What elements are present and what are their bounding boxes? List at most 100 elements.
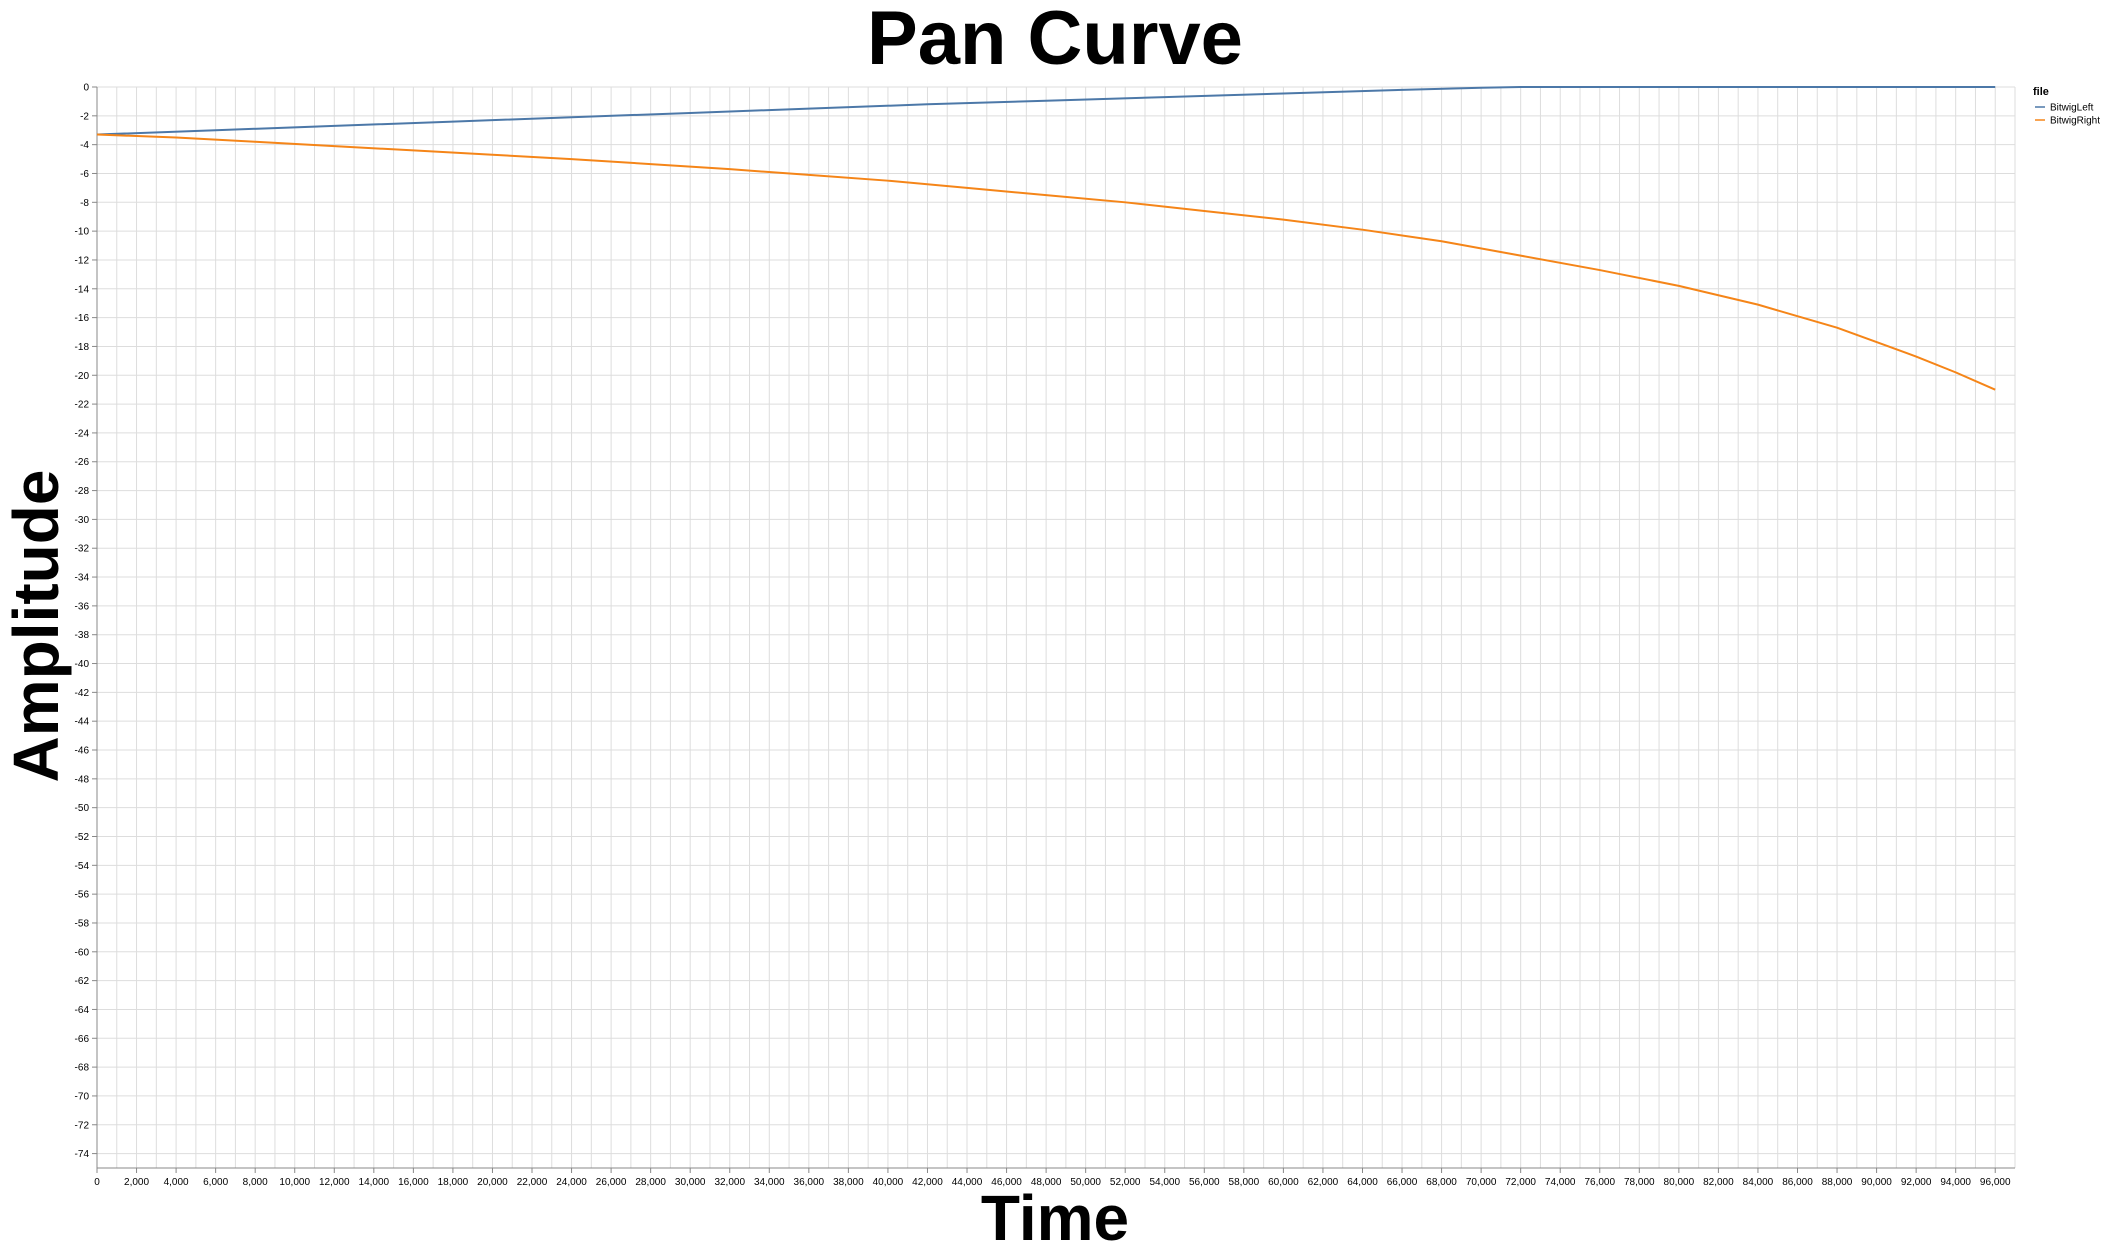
x-tick-label: 46,000 [991, 1177, 1022, 1188]
x-tick-label: 16,000 [398, 1177, 429, 1188]
chart-title: Pan Curve [867, 0, 1243, 81]
x-tick-label: 68,000 [1426, 1177, 1457, 1188]
y-tick-label: -34 [75, 573, 90, 584]
series-line-BitwigRight [96, 133, 1996, 391]
y-tick-label: -72 [75, 1120, 90, 1131]
x-tick-label: 6,000 [203, 1177, 228, 1188]
y-tick-label: -46 [75, 746, 90, 757]
x-tick-label: 84,000 [1743, 1177, 1774, 1188]
x-tick-label: 24,000 [556, 1177, 587, 1188]
x-tick-label: 18,000 [438, 1177, 469, 1188]
x-tick-label: 32,000 [714, 1177, 745, 1188]
y-tick-label: -50 [75, 803, 90, 814]
y-tick-label: -60 [75, 947, 90, 958]
y-tick-label: -8 [80, 198, 89, 209]
x-tick-label: 2,000 [124, 1177, 149, 1188]
x-tick-label: 64,000 [1347, 1177, 1378, 1188]
y-tick-label: -28 [75, 486, 90, 497]
x-tick-label: 38,000 [833, 1177, 864, 1188]
y-tick-label: -2 [80, 111, 89, 122]
x-tick-label: 12,000 [319, 1177, 350, 1188]
series-line-BitwigLeft [96, 86, 1996, 136]
y-tick-label: -44 [75, 717, 90, 728]
y-tick-label: -10 [75, 227, 90, 238]
x-tick-label: 78,000 [1624, 1177, 1655, 1188]
y-tick-label: -42 [75, 688, 90, 699]
y-tick-label: -22 [75, 400, 90, 411]
x-tick-label: 54,000 [1149, 1177, 1180, 1188]
series [96, 86, 1996, 391]
y-tick-label: -54 [75, 861, 90, 872]
x-tick-label: 28,000 [635, 1177, 666, 1188]
x-tick-label: 14,000 [359, 1177, 390, 1188]
x-tick-label: 70,000 [1466, 1177, 1497, 1188]
y-tick-label: -74 [75, 1149, 90, 1160]
x-tick-label: 92,000 [1901, 1177, 1932, 1188]
x-tick-label: 90,000 [1861, 1177, 1892, 1188]
y-tick-label: -20 [75, 371, 90, 382]
x-axis-title: Time [981, 1182, 1129, 1254]
x-tick-label: 34,000 [754, 1177, 785, 1188]
x-tick-label: 60,000 [1268, 1177, 1299, 1188]
axes: 0 -2 -4 -6 -8 -10 -12 -14 -16 -18 -20 -22 -24 -26 -28 -… [75, 83, 2015, 1188]
y-tick-label: -64 [75, 1005, 90, 1016]
x-tick-label: 66,000 [1387, 1177, 1418, 1188]
x-tick-label: 58,000 [1229, 1177, 1260, 1188]
x-tick-label: 74,000 [1545, 1177, 1576, 1188]
x-tick-label: 20,000 [477, 1177, 508, 1188]
x-tick-label: 88,000 [1822, 1177, 1853, 1188]
x-tick-label: 4,000 [164, 1177, 189, 1188]
x-tick-label: 76,000 [1584, 1177, 1615, 1188]
y-tick-label: -48 [75, 774, 90, 785]
y-tick-label: -12 [75, 255, 90, 266]
x-tick-label: 50,000 [1070, 1177, 1101, 1188]
x-tick-label: 96,000 [1980, 1177, 2011, 1188]
x-tick-label: 86,000 [1782, 1177, 1813, 1188]
y-tick-label: -66 [75, 1034, 90, 1045]
x-tick-label: 44,000 [952, 1177, 983, 1188]
x-tick-label: 82,000 [1703, 1177, 1734, 1188]
y-tick-label: -18 [75, 342, 90, 353]
legend-label: BitwigRight [2050, 116, 2100, 127]
x-tick-label: 8,000 [243, 1177, 268, 1188]
x-tick-label: 56,000 [1189, 1177, 1220, 1188]
x-tick-label: 10,000 [279, 1177, 310, 1188]
x-tick-label: 72,000 [1505, 1177, 1536, 1188]
x-tick-label: 48,000 [1031, 1177, 1062, 1188]
y-tick-label: -40 [75, 659, 90, 670]
y-tick-label: -36 [75, 601, 90, 612]
legend-label: BitwigLeft [2050, 103, 2094, 114]
y-tick-label: -30 [75, 515, 90, 526]
x-tick-label: 80,000 [1664, 1177, 1695, 1188]
y-tick-label: -56 [75, 890, 90, 901]
grid [96, 86, 2016, 1169]
y-tick-label: -38 [75, 630, 90, 641]
y-tick-label: -14 [75, 284, 90, 295]
legend-title: file [2033, 86, 2049, 98]
x-tick-label: 52,000 [1110, 1177, 1141, 1188]
x-tick-label: 30,000 [675, 1177, 706, 1188]
legend: file BitwigLeft BitwigRight [2033, 86, 2100, 127]
x-tick-label: 22,000 [517, 1177, 548, 1188]
x-tick-label: 36,000 [794, 1177, 825, 1188]
x-tick-label: 40,000 [873, 1177, 904, 1188]
y-tick-label: -70 [75, 1091, 90, 1102]
y-tick-label: -26 [75, 457, 90, 468]
x-tick-label: 0 [94, 1177, 100, 1188]
y-tick-label: -24 [75, 428, 90, 439]
y-tick-label: 0 [83, 83, 89, 94]
y-tick-label: -68 [75, 1063, 90, 1074]
y-tick-label: -52 [75, 832, 90, 843]
x-tick-label: 42,000 [912, 1177, 943, 1188]
x-tick-label: 94,000 [1940, 1177, 1971, 1188]
x-tick-label: 62,000 [1308, 1177, 1339, 1188]
y-tick-label: -62 [75, 976, 90, 987]
y-tick-label: -32 [75, 544, 90, 555]
x-tick-label: 26,000 [596, 1177, 627, 1188]
y-tick-label: -6 [80, 169, 89, 180]
y-tick-label: -58 [75, 918, 90, 929]
y-axis-title: Amplitude [0, 470, 72, 783]
y-tick-label: -4 [80, 140, 89, 151]
y-tick-label: -16 [75, 313, 90, 324]
